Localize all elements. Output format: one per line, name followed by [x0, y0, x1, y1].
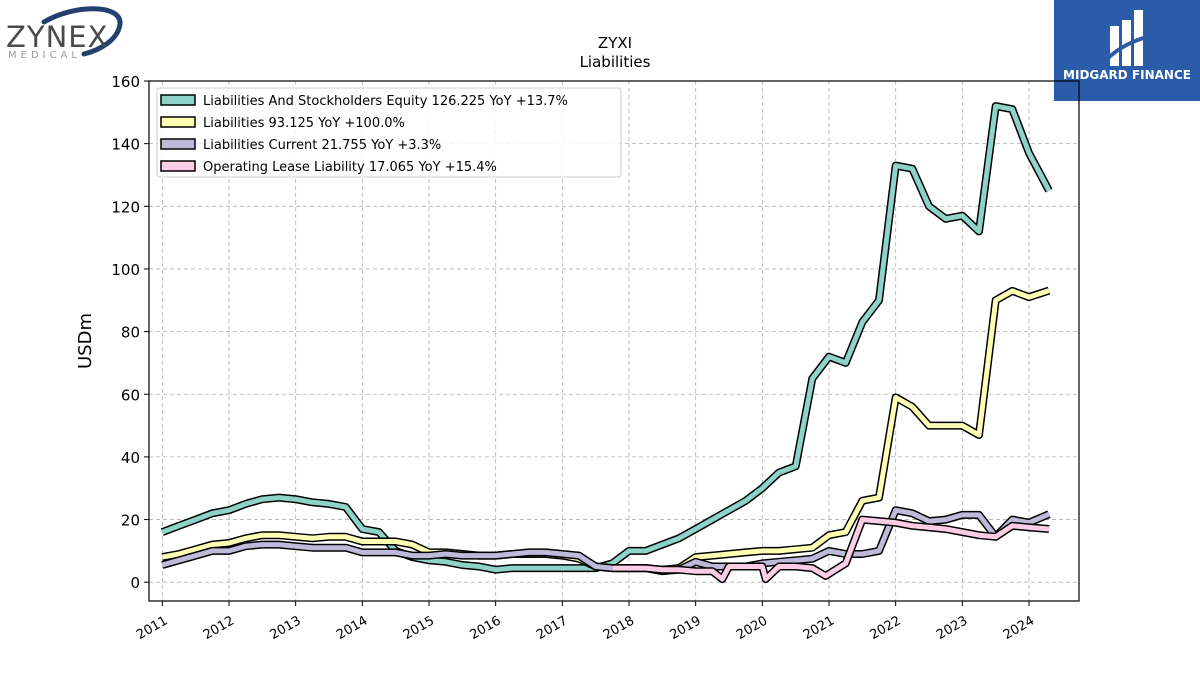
- legend: Liabilities And Stockholders Equity 126.…: [156, 87, 622, 178]
- chart-subtitle: Liabilities: [580, 53, 651, 71]
- x-tick-label: 2013: [268, 613, 304, 643]
- midgard-finance-logo: MIDGARD FINANCE: [1054, 0, 1200, 101]
- legend-label-liabilities-and-stockholders-equity: Liabilities And Stockholders Equity 126.…: [203, 94, 568, 109]
- plot-frame: [148, 80, 1080, 602]
- series-line-operating-lease-liability: [612, 517, 1050, 582]
- x-tick-label: 2019: [668, 613, 704, 643]
- x-tick-label: 2012: [201, 613, 237, 643]
- x-tick-label: 2017: [534, 613, 570, 643]
- y-axis-label: USDm: [75, 313, 96, 369]
- x-tick-label: 2021: [801, 613, 837, 643]
- x-tick-label: 2024: [1001, 613, 1037, 643]
- x-tick-label: 2015: [401, 613, 437, 643]
- legend-swatch-liabilities: [160, 116, 196, 128]
- x-tick-label: 2020: [734, 613, 770, 643]
- y-tick-label: 80: [121, 324, 140, 342]
- x-tick-label: 2022: [868, 613, 904, 643]
- series-line-liabilities-current: [161, 507, 1050, 574]
- legend-swatch-operating-lease-liability: [160, 160, 196, 172]
- logo-swoosh-icon: [41, 6, 123, 57]
- x-tick-label: 2018: [601, 613, 637, 643]
- y-tick-label: 0: [130, 574, 140, 592]
- y-tick-label: 160: [111, 73, 140, 91]
- y-tick-label: 120: [111, 198, 140, 216]
- midgard-emblem-icon: [1104, 10, 1151, 66]
- legend-box: [156, 87, 622, 178]
- y-tick-label: 40: [121, 449, 140, 467]
- y-tick-label: 100: [111, 261, 140, 279]
- x-tick-label: 2016: [468, 613, 504, 643]
- logo-midgard-text: MIDGARD FINANCE: [1063, 68, 1191, 82]
- legend-swatch-liabilities-current: [160, 138, 196, 150]
- y-tick-label: 20: [121, 512, 140, 530]
- x-tick-label: 2023: [934, 613, 970, 643]
- legend-label-liabilities: Liabilities 93.125 YoY +100.0%: [203, 116, 405, 131]
- legend-label-liabilities-current: Liabilities Current 21.755 YoY +3.3%: [203, 138, 441, 153]
- x-tick-label: 2014: [334, 613, 370, 643]
- logo-sub-text: MEDICAL: [8, 50, 81, 61]
- y-tick-label: 140: [111, 136, 140, 154]
- y-tick-label: 60: [121, 386, 140, 404]
- series-lines: [160, 102, 1053, 584]
- chart-title: ZYXI: [598, 34, 632, 52]
- x-tick-label: 2011: [134, 613, 170, 643]
- legend-label-operating-lease-liability: Operating Lease Liability 17.065 YoY +15…: [203, 160, 497, 175]
- logo-brand-text: ZYNEX: [6, 20, 109, 54]
- zynex-medical-logo: ZYNEX MEDICAL: [4, 6, 124, 62]
- legend-swatch-liabilities-and-stockholders-equity: [160, 94, 196, 106]
